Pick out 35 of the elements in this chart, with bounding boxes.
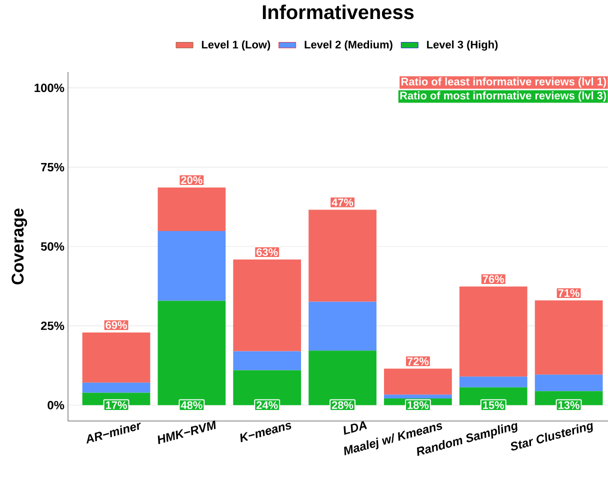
annotation: 24% (256, 401, 278, 409)
y-tick-label: 50% (40, 242, 64, 251)
chart-title: Informativeness (262, 4, 414, 20)
y-tick-label: 100% (34, 84, 64, 92)
y-axis-title: Coverage (12, 208, 28, 284)
annotation: Ratio of most informative reviews (lvl 3) (400, 91, 606, 102)
annotation: 71% (558, 289, 580, 297)
annotation: 69% (106, 321, 127, 329)
x-tick-label: K−means (240, 422, 292, 442)
annotation: 72% (407, 357, 429, 366)
annotation: 48% (180, 401, 202, 410)
bar (308, 302, 376, 351)
annotation: 20% (181, 176, 202, 184)
bar (534, 374, 603, 392)
annotation: 47% (332, 198, 354, 206)
bar (233, 351, 302, 370)
annotation: 15% (483, 401, 504, 410)
bar (82, 382, 150, 393)
bar (459, 376, 528, 388)
annotation: 63% (256, 248, 278, 256)
annotation: 13% (558, 401, 580, 410)
legend-label: Level 2 (Medium) (304, 40, 392, 51)
bar (158, 230, 226, 301)
y-tick-label: 0% (48, 400, 64, 410)
y-tick-label: 75% (41, 162, 64, 172)
legend-label: Level 3 (High) (427, 40, 498, 51)
annotation: 28% (332, 401, 354, 410)
bar (384, 394, 452, 398)
annotation: 17% (106, 401, 127, 409)
x-tick-label: LDA (344, 421, 367, 435)
y-tick-label: 25% (40, 322, 64, 330)
annotation: 18% (408, 401, 429, 410)
annotation: 76% (482, 275, 504, 283)
legend-label: Level 1 (Low) (202, 40, 270, 51)
annotation: Ratio of least informative reviews (lvl 1) (401, 77, 606, 88)
